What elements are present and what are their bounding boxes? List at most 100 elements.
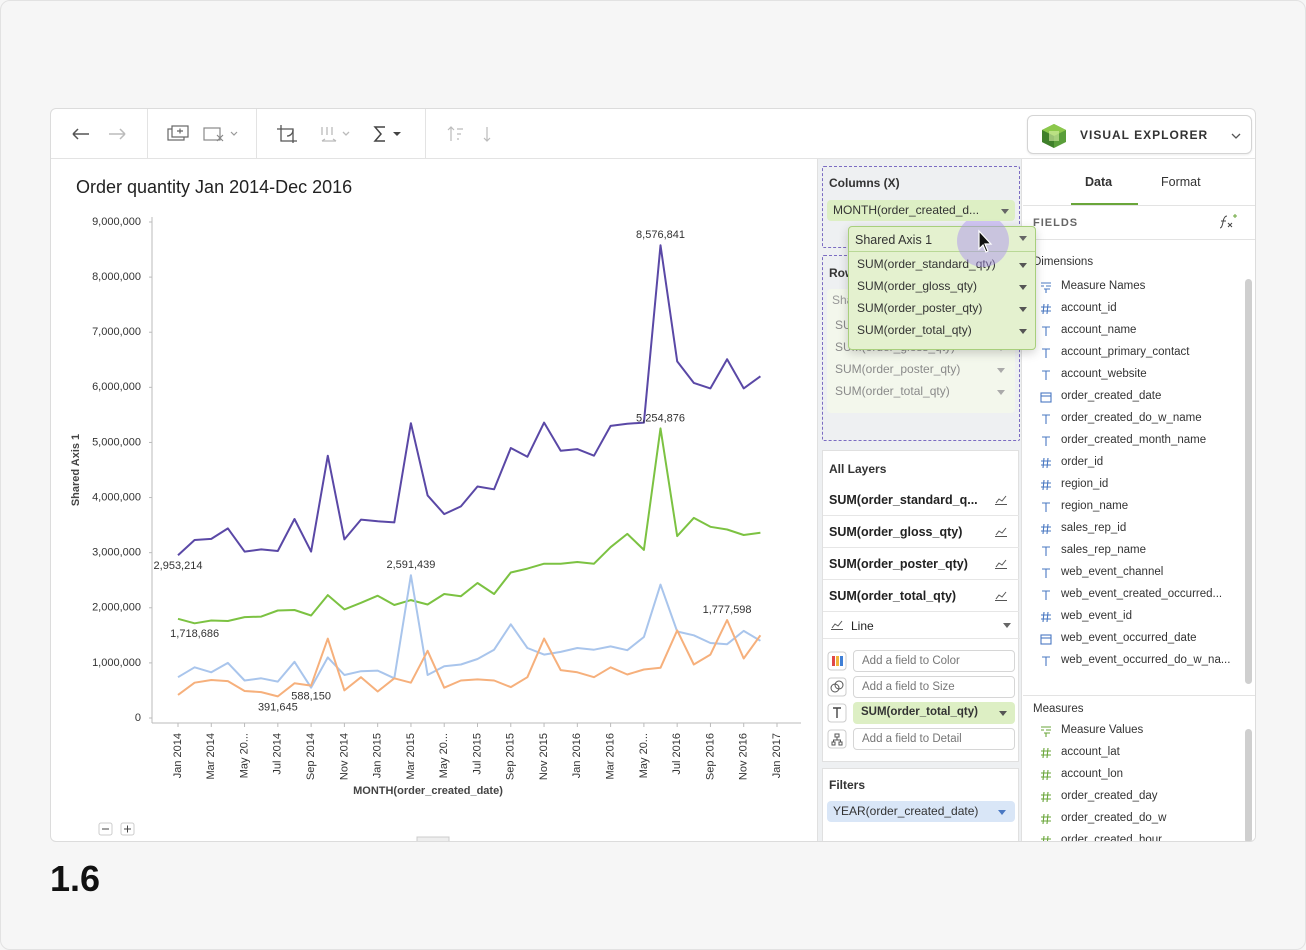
swap-axes[interactable] <box>277 125 297 143</box>
popup-pill[interactable]: SUM(order_gloss_qty) <box>857 279 978 293</box>
sort-asc[interactable] <box>447 126 463 141</box>
shape <box>447 126 463 141</box>
encoding-icon[interactable] <box>827 729 847 749</box>
layer-label: SUM(order_standard_q... <box>829 493 978 507</box>
resize-handle[interactable] <box>416 836 450 842</box>
size-glyph <box>834 680 844 690</box>
field-icon <box>1041 726 1051 737</box>
field-item[interactable]: Measure Values <box>1061 724 1144 736</box>
text-glyph <box>833 707 841 718</box>
field-item[interactable]: account_lon <box>1061 768 1124 780</box>
layer-item[interactable]: SUM(order_gloss_qty) <box>823 516 1019 548</box>
encoding-icon[interactable] <box>827 651 847 671</box>
text-glyph <box>1042 502 1050 512</box>
divider <box>1023 239 1255 240</box>
field-item[interactable]: sales_rep_name <box>1061 544 1147 556</box>
field-icon <box>1042 502 1050 512</box>
x-axis-title: MONTH(order_created_date) <box>353 785 503 797</box>
encoding-pill[interactable]: SUM(order_total_qty) <box>853 702 1015 724</box>
field-item[interactable]: order_created_day <box>1061 790 1158 802</box>
data-label: 8,576,841 <box>636 229 685 241</box>
aggregate-caret[interactable] <box>393 132 401 136</box>
y-tick-label: 2,000,000 <box>92 602 141 614</box>
field-item[interactable]: web_event_created_occurred... <box>1061 588 1223 600</box>
field-item[interactable]: order_created_hour <box>1061 834 1163 842</box>
zoom-controls <box>98 822 450 842</box>
layer-item[interactable]: SUM(order_poster_qty) <box>823 548 1019 580</box>
scrollbar[interactable] <box>1245 729 1252 841</box>
tab-format[interactable]: Format <box>1161 175 1201 189</box>
columns-pill[interactable]: MONTH(order_created_d... <box>827 200 1015 221</box>
cursor <box>957 221 1009 267</box>
field-icon <box>1041 769 1051 781</box>
field-item[interactable]: account_id <box>1061 302 1117 314</box>
popup-pill[interactable]: SUM(order_poster_qty) <box>857 301 983 315</box>
redo[interactable] <box>109 128 126 140</box>
add-calculation[interactable] <box>1215 213 1237 231</box>
swatch <box>840 656 843 666</box>
field-item[interactable]: order_created_date <box>1061 390 1162 402</box>
encoding-drop[interactable]: Add a field to Detail <box>853 728 1015 750</box>
sort-desc[interactable] <box>483 127 491 142</box>
shape <box>72 128 89 140</box>
field-item[interactable]: order_created_do_w_name <box>1061 412 1202 424</box>
popup-pill[interactable]: SUM(order_total_qty) <box>857 323 972 337</box>
layer-icon <box>995 591 1007 601</box>
calendar-glyph <box>1040 392 1052 403</box>
caret <box>1003 623 1011 628</box>
text-glyph <box>1042 546 1050 556</box>
field-item[interactable]: account_primary_contact <box>1061 346 1190 358</box>
field-icon <box>1042 568 1050 578</box>
mark-type[interactable]: Line <box>823 611 1020 639</box>
popup-pill[interactable]: SUM(order_standard_qty) <box>857 257 996 271</box>
x-tick-label: Jul 2015 <box>471 733 483 775</box>
field-item[interactable]: order_created_do_w <box>1061 812 1167 824</box>
field-item[interactable]: web_event_occurred_do_w_na... <box>1061 654 1231 666</box>
axis-popup: Shared Axis 1 SUM(order_standard_qty) SUM… <box>848 226 1036 350</box>
separator <box>147 109 148 159</box>
shape <box>321 127 337 142</box>
x-tick-label: Nov 2015 <box>538 733 550 780</box>
filter-pill[interactable]: YEAR(order_created_date) <box>827 801 1015 822</box>
encoding-icon[interactable] <box>827 703 847 723</box>
data-label: 588,150 <box>291 690 331 702</box>
shape <box>203 127 221 141</box>
field-item[interactable]: order_id <box>1061 456 1104 468</box>
encoding-icon[interactable] <box>827 677 847 697</box>
x-tick-label: Nov 2016 <box>738 733 750 780</box>
field-item[interactable]: account_website <box>1061 368 1147 380</box>
field-item[interactable]: web_event_occurred_date <box>1061 632 1197 644</box>
shape <box>216 134 224 142</box>
line-icon <box>995 559 1007 569</box>
layer-label: SUM(order_poster_qty) <box>829 557 968 571</box>
field-icon <box>1040 392 1052 403</box>
tab-data[interactable]: Data <box>1085 175 1113 189</box>
field-item[interactable]: region_id <box>1061 478 1109 490</box>
x-tick-label: Jan 2014 <box>172 733 184 778</box>
field-item[interactable]: order_created_month_name <box>1061 434 1207 446</box>
field-item[interactable]: account_name <box>1061 324 1137 336</box>
layer-item[interactable]: SUM(order_total_qty) <box>823 580 1019 612</box>
x-tick-label: Jul 2016 <box>671 733 683 775</box>
clear-layer[interactable] <box>203 127 238 142</box>
encoding-drop[interactable]: Add a field to Size <box>853 676 1015 698</box>
add-layer[interactable] <box>167 125 189 141</box>
row-pill[interactable]: SUM(order_total_qty) <box>835 384 950 398</box>
scrollbar[interactable] <box>1245 279 1252 684</box>
fit-width[interactable] <box>321 127 350 142</box>
field-item[interactable]: sales_rep_id <box>1061 522 1127 534</box>
encoding-drop[interactable]: Add a field to Color <box>853 650 1015 672</box>
measures-title: Measures <box>1033 703 1084 715</box>
field-item[interactable]: account_lat <box>1061 746 1120 758</box>
field-item[interactable]: web_event_channel <box>1061 566 1164 578</box>
layer-item[interactable]: SUM(order_standard_q... <box>823 484 1019 516</box>
aggregate[interactable] <box>373 126 385 142</box>
visual-explorer-button[interactable]: VISUAL EXPLORER <box>1027 115 1252 154</box>
field-item[interactable]: region_name <box>1061 500 1129 512</box>
field-icon <box>1042 348 1050 358</box>
field-item[interactable]: Measure Names <box>1061 280 1146 292</box>
field-item[interactable]: web_event_id <box>1061 610 1132 622</box>
row-pill[interactable]: SUM(order_poster_qty) <box>835 362 961 376</box>
names-glyph <box>1041 282 1051 293</box>
undo[interactable] <box>72 128 89 140</box>
